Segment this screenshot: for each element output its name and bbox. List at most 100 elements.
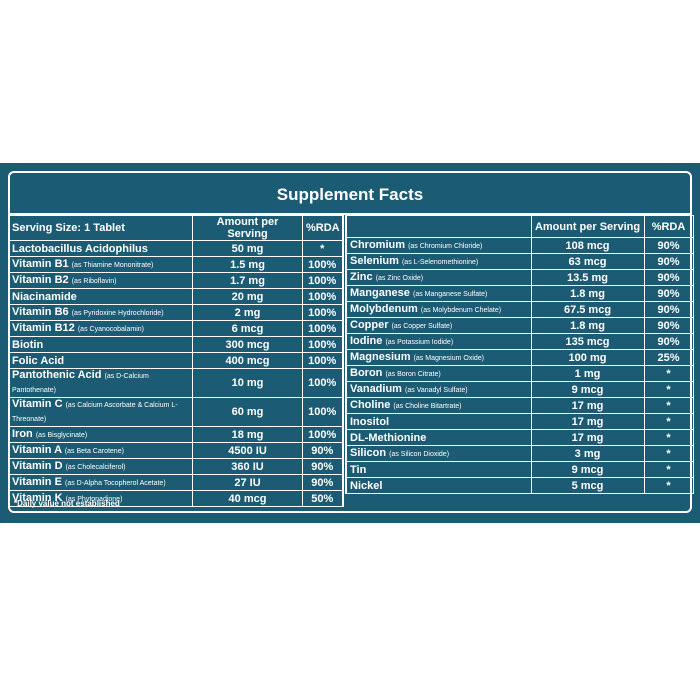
rda-cell: 90% bbox=[643, 333, 694, 350]
nutrient-row: Vitamin B6 (as Pyridoxine Hydrochloride)… bbox=[8, 304, 343, 321]
left-table: Serving Size: 1 Tablet Amount per Servin… bbox=[8, 215, 344, 507]
amount-cell: 67.5 mcg bbox=[530, 301, 645, 318]
amount-cell: 360 IU bbox=[192, 458, 303, 475]
nutrient-note: (as Thiamine Mononitrate) bbox=[71, 261, 154, 269]
rda-cell: 100% bbox=[302, 272, 343, 289]
nutrient-row: Tin 9 mcg * bbox=[345, 461, 694, 478]
nutrient-row: Niacinamide 20 mg 100% bbox=[8, 288, 343, 305]
nutrient-cell: Chromium (as Chromium Chloride) bbox=[345, 237, 532, 254]
rda-cell: 100% bbox=[302, 304, 343, 321]
amount-cell: 17 mg bbox=[530, 413, 645, 430]
nutrient-name: Choline bbox=[350, 398, 391, 411]
rda-cell: 90% bbox=[302, 474, 343, 491]
rda-cell: 90% bbox=[302, 442, 343, 459]
nutrient-cell: Choline (as Choline Bitartrate) bbox=[345, 397, 532, 414]
nutrient-name: Vitamin B12 bbox=[12, 321, 75, 334]
nutrient-cell: Niacinamide bbox=[8, 288, 193, 305]
nutrient-name: Biotin bbox=[12, 338, 44, 351]
rda-cell: 90% bbox=[643, 253, 694, 270]
header-cell: %RDA bbox=[643, 215, 694, 238]
nutrient-row: Vitamin B12 (as Cyanocobalamin) 6 mcg 100% bbox=[8, 320, 343, 337]
nutrient-row: Pantothenic Acid (as D-Calcium Pantothen… bbox=[8, 368, 343, 398]
nutrient-name: Vitamin B2 bbox=[12, 273, 69, 286]
facts-box: Supplement Facts Serving Size: 1 Tablet … bbox=[8, 171, 694, 513]
nutrient-name: Zinc bbox=[350, 270, 373, 283]
nutrient-cell: Vitamin B1 (as Thiamine Mononitrate) bbox=[8, 256, 193, 273]
amount-cell: 1.8 mg bbox=[530, 285, 645, 302]
nutrient-name: Niacinamide bbox=[12, 290, 77, 303]
rda-cell: 100% bbox=[302, 426, 343, 443]
nutrient-cell: Lactobacillus Acidophilus bbox=[8, 240, 193, 257]
rda-cell: 100% bbox=[302, 288, 343, 305]
amount-cell: 10 mg bbox=[192, 368, 303, 398]
rda-cell: 100% bbox=[302, 397, 343, 427]
facts-panel: Supplement Facts Serving Size: 1 Tablet … bbox=[0, 163, 700, 523]
nutrient-note: (as Chromium Chloride) bbox=[408, 242, 483, 250]
nutrient-name: Folic Acid bbox=[12, 354, 65, 367]
amount-cell: 6 mcg bbox=[192, 320, 303, 337]
nutrient-cell: Magnesium (as Magnesium Oxide) bbox=[345, 349, 532, 366]
footnote: *Daily value not established bbox=[14, 499, 120, 508]
nutrient-row: Vitamin C (as Calcium Ascorbate & Calciu… bbox=[8, 397, 343, 427]
rda-cell: 90% bbox=[643, 237, 694, 254]
nutrient-cell: Iron (as Bisglycinate) bbox=[8, 426, 193, 443]
nutrient-row: Copper (as Copper Sulfate) 1.8 mg 90% bbox=[345, 317, 694, 334]
nutrient-name: Vanadium bbox=[350, 382, 402, 395]
nutrient-note: (as Choline Bitartrate) bbox=[393, 402, 462, 410]
nutrient-name: Vitamin B6 bbox=[12, 305, 69, 318]
nutrient-cell: Molybdenum (as Molybdenum Chelate) bbox=[345, 301, 532, 318]
nutrient-name: Lactobacillus Acidophilus bbox=[12, 242, 148, 255]
nutrient-name: Magnesium bbox=[350, 350, 411, 363]
nutrient-name: Molybdenum bbox=[350, 302, 418, 315]
nutrient-note: (as Bisglycinate) bbox=[35, 431, 88, 439]
nutrient-name: Manganese bbox=[350, 286, 410, 299]
nutrient-row: Vitamin A (as Beta Carotene) 4500 IU 90% bbox=[8, 442, 343, 459]
rda-cell: * bbox=[643, 429, 694, 446]
nutrient-cell: Selenium (as L-Selenomethionine) bbox=[345, 253, 532, 270]
amount-cell: 4500 IU bbox=[192, 442, 303, 459]
rda-cell: 50% bbox=[302, 490, 343, 507]
nutrient-note: (as D-Calcium Pantothenate) bbox=[12, 373, 149, 394]
nutrient-cell: Nickel bbox=[345, 477, 532, 494]
amount-cell: 1.7 mg bbox=[192, 272, 303, 289]
amount-cell: 27 IU bbox=[192, 474, 303, 491]
amount-cell: 20 mg bbox=[192, 288, 303, 305]
rda-cell: 90% bbox=[643, 269, 694, 286]
rda-cell: * bbox=[302, 240, 343, 257]
rda-cell: * bbox=[643, 381, 694, 398]
header-cell: %RDA bbox=[302, 215, 343, 241]
nutrient-cell: Inositol bbox=[345, 413, 532, 430]
rda-cell: 100% bbox=[302, 320, 343, 337]
nutrient-row: Nickel 5 mcg * bbox=[345, 477, 694, 494]
nutrient-row: Zinc (as Zinc Oxide) 13.5 mg 90% bbox=[345, 269, 694, 286]
rda-cell: 90% bbox=[302, 458, 343, 475]
amount-cell: 40 mcg bbox=[192, 490, 303, 507]
nutrient-row: Choline (as Choline Bitartrate) 17 mg * bbox=[345, 397, 694, 414]
amount-cell: 135 mcg bbox=[530, 333, 645, 350]
nutrient-note: (as Phytonadione) bbox=[65, 495, 123, 503]
nutrient-name: Nickel bbox=[350, 479, 383, 492]
nutrient-cell: Zinc (as Zinc Oxide) bbox=[345, 269, 532, 286]
amount-cell: 18 mg bbox=[192, 426, 303, 443]
rda-cell: 25% bbox=[643, 349, 694, 366]
rda-cell: * bbox=[643, 413, 694, 430]
nutrient-row: Iron (as Bisglycinate) 18 mg 100% bbox=[8, 426, 343, 443]
nutrient-row: Vanadium (as Vanadyl Sulfate) 9 mcg * bbox=[345, 381, 694, 398]
nutrient-name: Vitamin E bbox=[12, 475, 62, 488]
nutrient-row: Folic Acid 400 mcg 100% bbox=[8, 352, 343, 369]
nutrient-note: (as D-Alpha Tocopherol Acetate) bbox=[65, 479, 166, 487]
nutrient-cell: Tin bbox=[345, 461, 532, 478]
nutrient-cell: Vitamin B12 (as Cyanocobalamin) bbox=[8, 320, 193, 337]
header-cell bbox=[345, 215, 532, 238]
nutrient-cell: Vitamin D (as Cholecalciferol) bbox=[8, 458, 193, 475]
header-row: Amount per Serving %RDA bbox=[345, 215, 694, 238]
title: Supplement Facts bbox=[10, 173, 690, 215]
amount-cell: 1.8 mg bbox=[530, 317, 645, 334]
rda-cell: * bbox=[643, 477, 694, 494]
nutrient-note: (as Vanadyl Sulfate) bbox=[405, 386, 468, 394]
nutrient-cell: Vitamin K (as Phytonadione) bbox=[8, 490, 193, 507]
nutrient-row: Inositol 17 mg * bbox=[345, 413, 694, 430]
nutrient-cell: Vanadium (as Vanadyl Sulfate) bbox=[345, 381, 532, 398]
nutrient-cell: Silicon (as Silicon Dioxide) bbox=[345, 445, 532, 462]
nutrient-row: Manganese (as Manganese Sulfate) 1.8 mg 90… bbox=[345, 285, 694, 302]
